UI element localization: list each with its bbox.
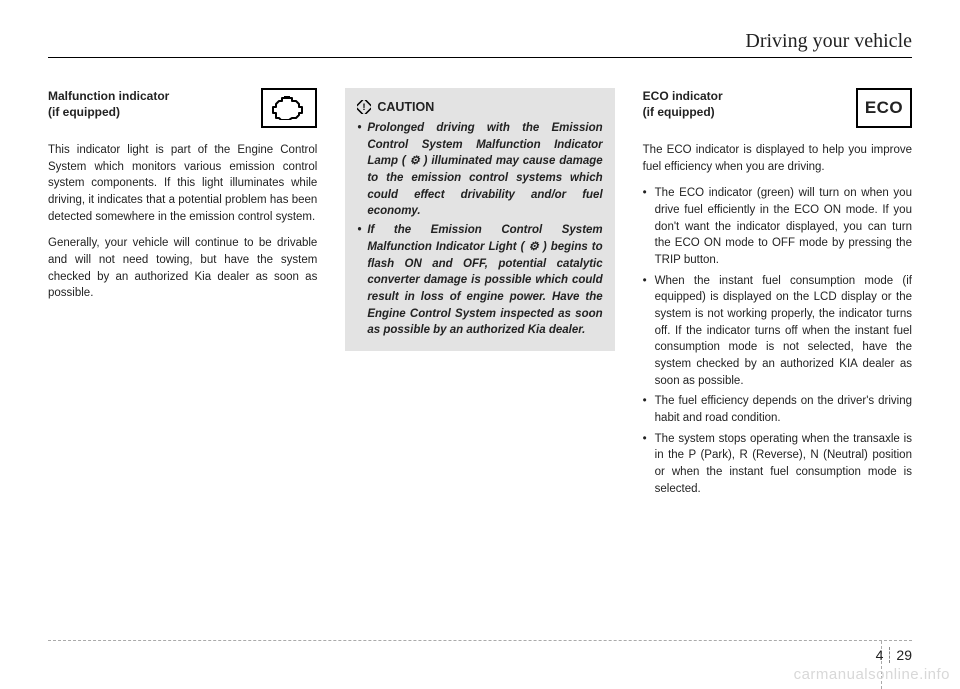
eco-title: ECO indicator (if equipped) xyxy=(643,88,723,120)
caution-head: ! CAUTION xyxy=(357,98,602,116)
eco-bullet: When the instant fuel consumption mode (… xyxy=(643,273,912,390)
column-2: ! CAUTION Prolonged driving with the Emi… xyxy=(345,88,614,501)
column-1: Malfunction indicator (if equipped) This… xyxy=(48,88,317,501)
eco-bullet: The ECO indicator (green) will turn on w… xyxy=(643,185,912,268)
eco-intro: The ECO indicator is displayed to help y… xyxy=(643,142,912,175)
eco-bullet: The system stops operating when the tran… xyxy=(643,431,912,498)
engine-icon-box xyxy=(261,88,317,128)
page-footer: 4 29 xyxy=(876,647,912,663)
column-3: ECO indicator (if equipped) ECO The ECO … xyxy=(643,88,912,501)
section-number: 4 xyxy=(876,647,891,663)
footer-divider xyxy=(48,640,912,641)
caution-box: ! CAUTION Prolonged driving with the Emi… xyxy=(345,88,614,351)
malfunction-head: Malfunction indicator (if equipped) xyxy=(48,88,317,128)
engine-icon xyxy=(270,96,308,120)
caution-title: CAUTION xyxy=(377,98,434,116)
eco-bullet: The fuel efficiency depends on the drive… xyxy=(643,393,912,426)
content-columns: Malfunction indicator (if equipped) This… xyxy=(48,88,912,501)
eco-icon-text: ECO xyxy=(865,96,903,121)
caution-item: If the Emission Control System Malfuncti… xyxy=(357,222,602,339)
malfunction-para-2: Generally, your vehicle will continue to… xyxy=(48,235,317,302)
caution-item: Prolonged driving with the Emission Cont… xyxy=(357,120,602,220)
malfunction-title: Malfunction indicator (if equipped) xyxy=(48,88,169,120)
page-header: Driving your vehicle xyxy=(48,30,912,58)
svg-text:!: ! xyxy=(363,102,366,112)
eco-bullets: The ECO indicator (green) will turn on w… xyxy=(643,185,912,497)
watermark: carmanualsonline.info xyxy=(794,666,950,683)
page-number: 29 xyxy=(890,647,912,663)
malfunction-para-1: This indicator light is part of the Engi… xyxy=(48,142,317,225)
caution-icon: ! xyxy=(357,100,371,114)
eco-head: ECO indicator (if equipped) ECO xyxy=(643,88,912,128)
caution-list: Prolonged driving with the Emission Cont… xyxy=(357,120,602,339)
header-title: Driving your vehicle xyxy=(48,30,912,53)
eco-icon-box: ECO xyxy=(856,88,912,128)
